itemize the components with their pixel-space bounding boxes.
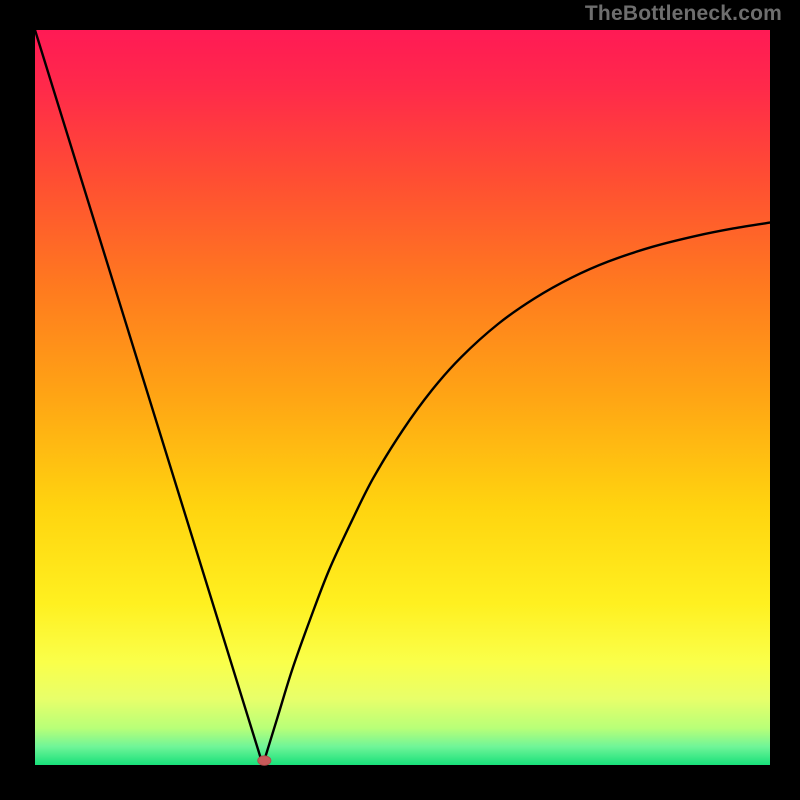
bottleneck-chart: TheBottleneck.com (0, 0, 800, 800)
minimum-marker (258, 756, 271, 766)
watermark-text: TheBottleneck.com (585, 2, 782, 26)
chart-svg (0, 0, 800, 800)
plot-background-gradient (35, 30, 770, 765)
